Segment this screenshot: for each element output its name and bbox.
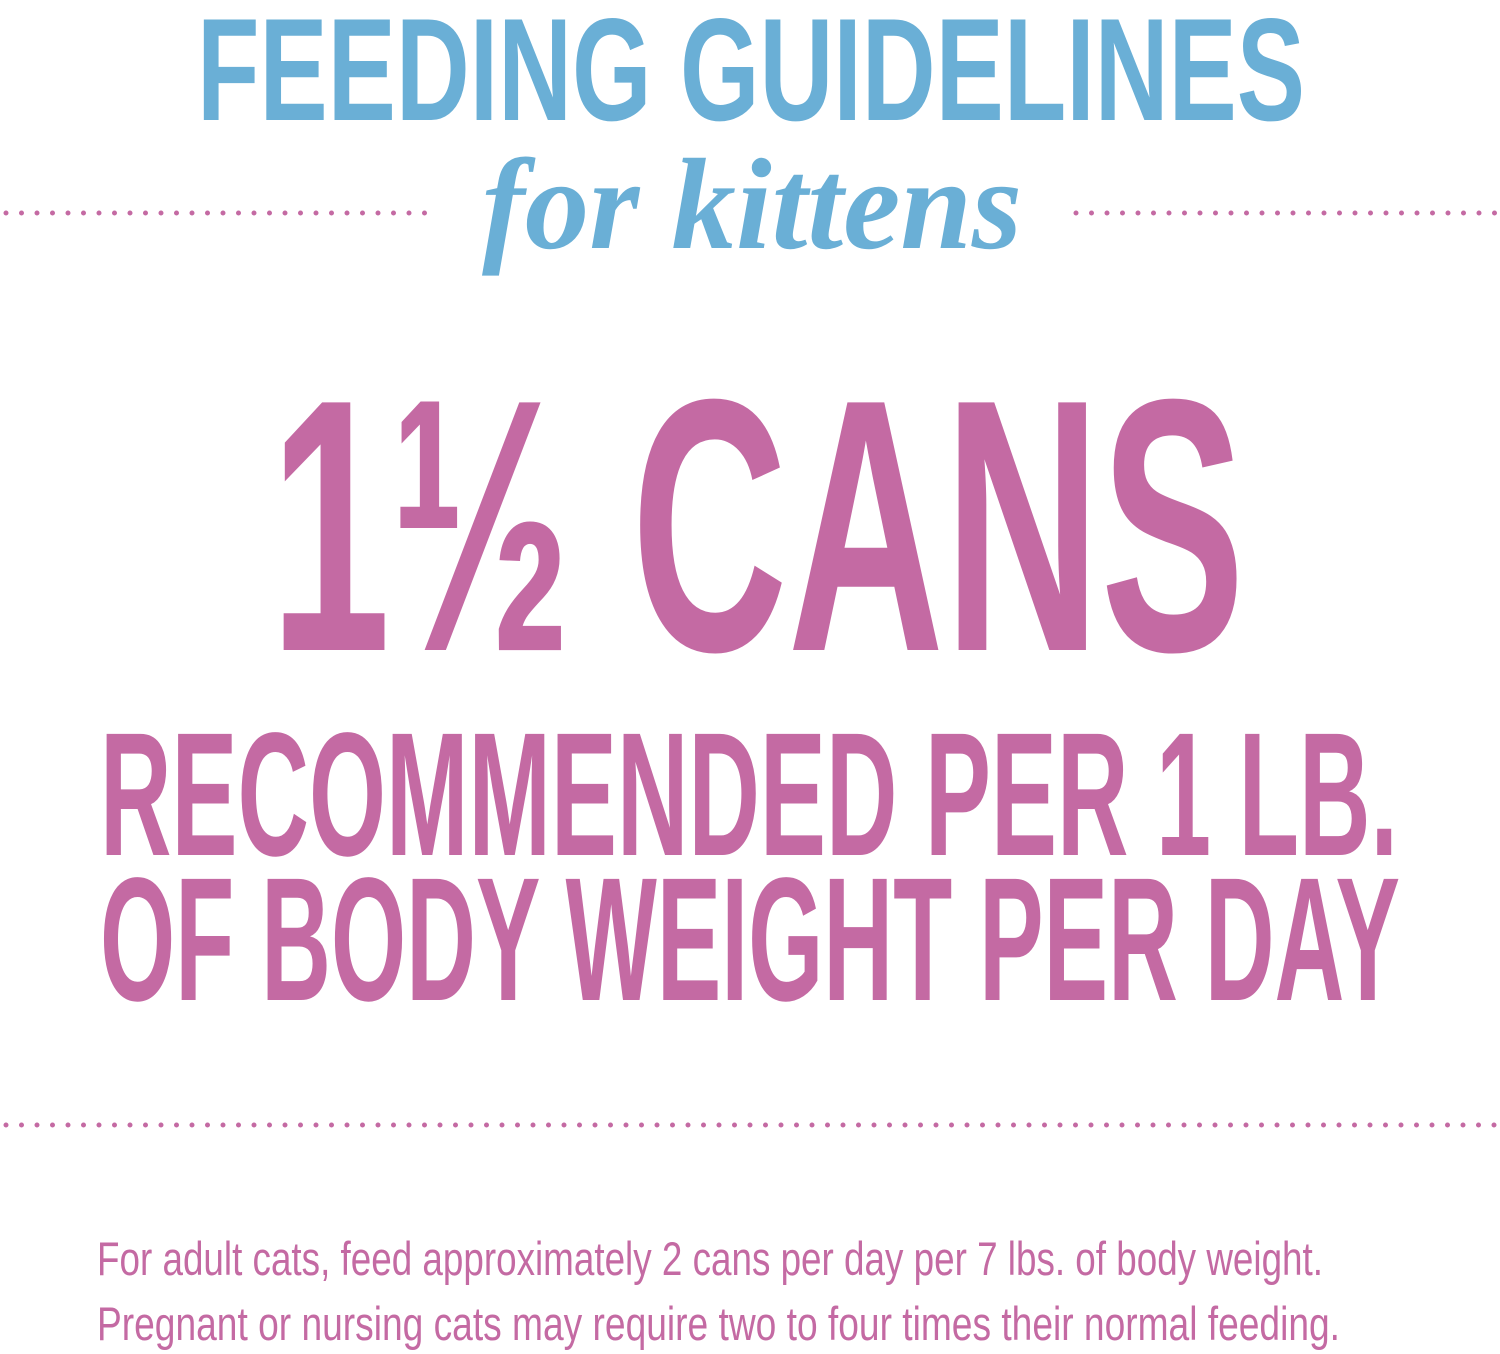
recommendation-line: OF BODY WEIGHT PER DAY	[100, 842, 1400, 1038]
title: FEEDING GUIDELINES	[197, 0, 1305, 151]
amount: 1½ CANS	[270, 325, 1245, 727]
subtitle: for kittens	[482, 133, 1022, 277]
footnote-line: Pregnant or nursing cats may require two…	[97, 1297, 1340, 1350]
recommendation-line: RECOMMENDED PER 1 LB.	[100, 697, 1398, 893]
footnote-line: For adult cats, feed approximately 2 can…	[97, 1232, 1323, 1285]
